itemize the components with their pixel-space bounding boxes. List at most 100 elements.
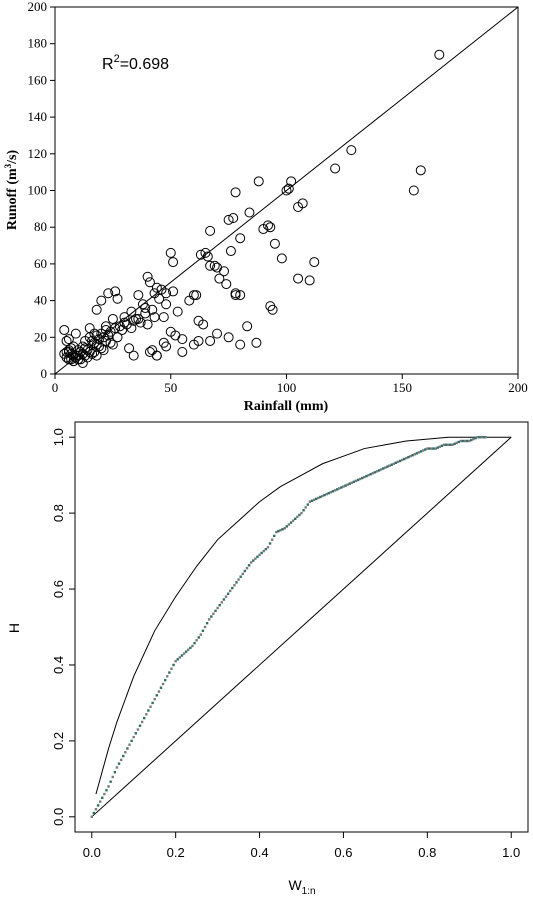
series-point: [405, 456, 408, 460]
series-point: [90, 815, 93, 819]
series-point: [182, 652, 186, 655]
data-point: [304, 275, 315, 286]
series-point: [132, 735, 135, 739]
series-point: [195, 639, 198, 642]
series-point: [470, 438, 473, 442]
data-point: [346, 145, 357, 156]
data-point: [286, 176, 297, 187]
scatter-chart: 0 50 100 150 200020406080100120140160180200 …: [3, 0, 528, 414]
data-point: [276, 253, 287, 264]
data-point: [191, 290, 202, 301]
x-tick-label: 100: [277, 380, 297, 395]
series-point: [109, 780, 112, 783]
series-point: [413, 453, 416, 456]
series-point: [128, 743, 131, 746]
data-point: [168, 257, 179, 268]
series-point: [277, 529, 280, 533]
series-point: [189, 646, 192, 650]
series-point: [117, 762, 121, 765]
data-point: [235, 339, 246, 350]
data-point: [225, 246, 236, 257]
data-point: [100, 321, 111, 332]
series-point: [451, 443, 454, 446]
series-point: [268, 542, 272, 545]
series-point: [392, 462, 395, 465]
series-point: [94, 808, 98, 811]
series-point: [172, 663, 175, 667]
series-point: [476, 435, 479, 439]
series-point: [174, 659, 177, 663]
series-point: [356, 478, 360, 482]
series-point: [346, 483, 349, 486]
series-point: [176, 658, 179, 661]
series-point: [170, 667, 173, 670]
data-point: [100, 324, 111, 335]
x-tick-label: 0.4: [251, 845, 269, 860]
x-tick-label: 0.0: [83, 845, 101, 860]
series-point: [409, 454, 412, 458]
x-tick-label: 0.6: [334, 845, 352, 860]
series-point: [478, 435, 481, 439]
series-point: [348, 482, 351, 485]
data-point: [158, 337, 169, 348]
series-point: [308, 500, 312, 503]
series-point: [245, 566, 249, 570]
series-point: [394, 461, 398, 465]
y-tick-label: 0.8: [51, 504, 66, 522]
series-point: [126, 747, 129, 750]
series-point: [424, 448, 427, 451]
series-point: [432, 447, 435, 450]
y-tick-label: 80: [34, 219, 47, 234]
series-point: [317, 496, 320, 500]
x-axis-label: W1:n: [288, 877, 315, 897]
y-tick-label: 60: [34, 256, 47, 271]
series-point: [455, 441, 458, 445]
data-point: [151, 282, 162, 293]
series-point: [319, 495, 322, 499]
data-point: [110, 323, 121, 334]
data-point: [415, 165, 426, 176]
data-point: [142, 271, 153, 282]
y-tick-label: 0.6: [51, 580, 66, 598]
series-point: [302, 509, 305, 512]
series-point: [312, 498, 316, 502]
series-point: [327, 491, 330, 495]
data-point: [212, 328, 223, 339]
data-point: [112, 332, 123, 343]
data-point: [158, 312, 169, 323]
data-point: [228, 213, 239, 224]
data-point: [68, 356, 79, 367]
series-point: [233, 584, 236, 587]
series-point: [465, 439, 469, 443]
data-point: [184, 295, 195, 306]
data-point: [223, 214, 234, 225]
data-point: [110, 286, 121, 297]
series-point: [212, 612, 215, 615]
series-point: [101, 796, 104, 800]
series-point: [484, 435, 488, 439]
data-point: [309, 257, 320, 268]
series-point: [419, 450, 423, 453]
series-point: [338, 487, 341, 490]
series-point: [138, 724, 142, 727]
series-point: [237, 578, 240, 581]
series-point: [400, 458, 404, 462]
series-point: [130, 739, 133, 743]
series-point: [159, 686, 163, 689]
series-point: [300, 511, 303, 515]
series-point: [333, 489, 337, 492]
series-point: [193, 641, 196, 645]
series-point: [340, 486, 343, 489]
data-point: [235, 290, 246, 301]
series-point: [145, 713, 148, 716]
series-point: [421, 449, 425, 452]
y-tick-label: 180: [28, 36, 48, 51]
data-point: [63, 334, 74, 345]
y-tick-label: 140: [28, 109, 48, 124]
series-point: [438, 445, 442, 448]
series-point: [92, 811, 96, 815]
data-point: [205, 335, 216, 346]
series-point: [275, 530, 278, 534]
series-point: [262, 549, 265, 553]
data-point: [66, 343, 77, 354]
